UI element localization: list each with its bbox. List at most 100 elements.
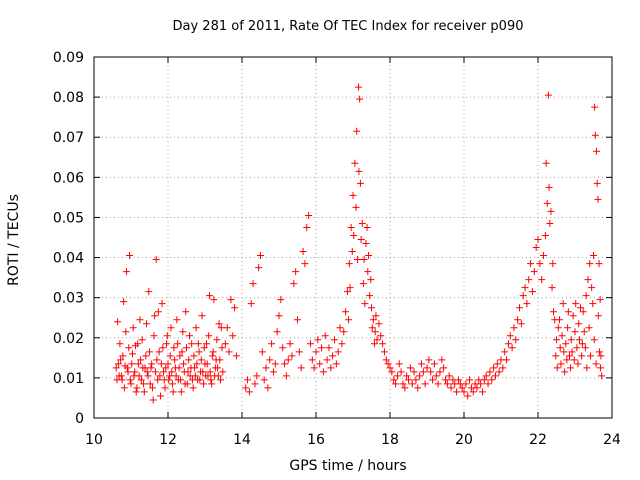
data-point <box>169 388 177 396</box>
data-point <box>577 304 585 312</box>
data-point <box>580 328 588 336</box>
data-point <box>421 380 429 388</box>
data-point <box>231 304 239 312</box>
y-tick-label: 0.08 <box>53 90 84 106</box>
x-tick-label: 22 <box>529 432 547 448</box>
data-point <box>138 336 146 344</box>
y-tick-label: 0 <box>75 411 84 427</box>
data-point <box>559 300 567 308</box>
data-point <box>567 364 575 372</box>
y-axis-label: ROTI / TECUs <box>6 194 22 286</box>
data-point <box>597 352 605 360</box>
data-point <box>140 388 148 396</box>
data-point <box>458 384 466 392</box>
data-point <box>161 384 169 392</box>
data-point <box>143 368 151 376</box>
data-point <box>574 360 582 368</box>
data-point <box>382 356 390 364</box>
data-point <box>154 376 162 384</box>
data-point <box>128 350 136 358</box>
data-point <box>548 284 556 292</box>
data-point <box>491 372 499 380</box>
data-point <box>203 360 211 368</box>
data-point <box>207 376 215 384</box>
data-point <box>215 320 223 328</box>
data-point <box>412 376 420 384</box>
data-point <box>223 324 231 332</box>
data-point <box>364 268 372 276</box>
data-point <box>555 316 563 324</box>
data-point <box>294 316 301 324</box>
data-point <box>534 236 542 244</box>
data-point <box>434 380 442 388</box>
data-point <box>175 364 183 372</box>
data-point <box>151 312 159 320</box>
data-point <box>160 368 168 376</box>
data-point <box>553 336 560 344</box>
data-point <box>266 356 274 364</box>
data-point <box>544 91 552 99</box>
data-point <box>445 372 453 380</box>
data-point <box>122 328 130 336</box>
data-point <box>595 260 603 268</box>
data-point <box>200 380 208 388</box>
data-point <box>163 332 171 340</box>
data-point <box>504 340 512 348</box>
data-point <box>410 368 418 376</box>
data-point <box>598 372 606 380</box>
data-point <box>167 324 175 332</box>
data-point <box>129 324 137 332</box>
data-point <box>180 360 188 368</box>
data-point <box>323 356 331 364</box>
data-point <box>556 344 564 352</box>
data-point <box>217 376 225 384</box>
data-point <box>134 360 142 368</box>
data-point <box>156 372 164 380</box>
data-point <box>193 360 201 368</box>
y-tick-label: 0.04 <box>53 251 84 267</box>
data-point <box>113 376 121 384</box>
data-point <box>137 356 145 364</box>
data-point <box>173 316 181 324</box>
data-point <box>199 368 207 376</box>
data-point <box>351 159 359 167</box>
data-point <box>405 376 412 384</box>
data-point <box>120 298 128 306</box>
data-point <box>112 364 120 372</box>
data-point <box>438 356 446 364</box>
data-point <box>369 316 377 324</box>
data-point <box>360 256 368 264</box>
data-point <box>348 248 356 256</box>
data-point <box>591 103 599 111</box>
data-point <box>271 360 279 368</box>
data-point <box>176 352 184 360</box>
data-point <box>589 300 597 308</box>
data-point <box>370 340 378 348</box>
data-point <box>119 352 127 360</box>
data-point <box>408 380 416 388</box>
data-point <box>493 360 501 368</box>
x-tick-label: 10 <box>85 432 103 448</box>
data-point <box>329 352 337 360</box>
data-point <box>190 352 198 360</box>
data-point <box>301 260 309 268</box>
data-point <box>197 356 205 364</box>
data-point <box>206 368 214 376</box>
data-point <box>527 260 535 268</box>
data-point <box>565 352 573 360</box>
data-point <box>172 372 180 380</box>
data-point <box>594 195 602 203</box>
data-point <box>372 312 380 320</box>
data-point <box>567 336 575 344</box>
data-point <box>154 308 162 316</box>
data-point <box>390 376 398 384</box>
data-point <box>153 356 161 364</box>
data-point <box>564 308 572 316</box>
data-point <box>516 304 523 312</box>
data-point <box>205 292 213 300</box>
data-point <box>517 320 525 328</box>
data-point <box>540 252 548 260</box>
data-point <box>538 276 546 284</box>
data-point <box>368 324 376 332</box>
data-point <box>253 372 261 380</box>
